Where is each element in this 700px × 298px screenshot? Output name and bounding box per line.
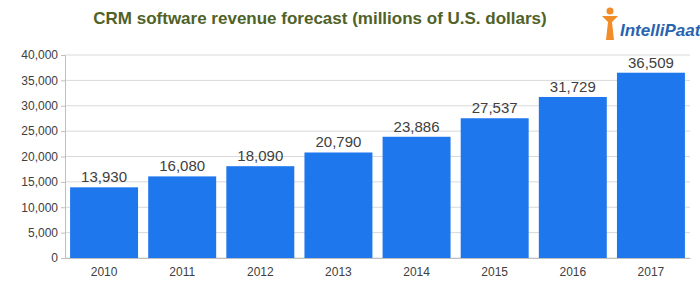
x-tick: 2011 [169, 258, 195, 279]
y-tick: 15,000 [21, 175, 65, 189]
y-axis-line [61, 56, 66, 259]
x-tick: 2017 [638, 258, 665, 279]
y-tick-label: 0 [51, 251, 58, 265]
y-tick-mark [61, 233, 65, 234]
data-label: 27,537 [472, 99, 518, 116]
x-axis: 2010 2011 2012 2013 2014 2015 2016 2017 [66, 258, 691, 279]
data-label: 23,886 [394, 118, 440, 135]
y-tick-mark [61, 157, 65, 158]
x-tick-label: 2011 [169, 265, 195, 279]
bars [70, 73, 685, 258]
y-tick: 25,000 [21, 124, 65, 138]
grid-line [65, 55, 690, 56]
bar [617, 73, 685, 258]
y-tick: 40,000 [21, 48, 65, 62]
bar [226, 166, 294, 258]
y-tick-label: 20,000 [21, 150, 58, 164]
y-tick-mark [61, 182, 65, 183]
x-tick-label: 2010 [91, 265, 118, 279]
y-tick: 5,000 [28, 226, 65, 240]
bar [304, 152, 372, 258]
x-tick-label: 2017 [638, 265, 665, 279]
data-label: 16,080 [159, 157, 205, 174]
y-axis: 0 5,000 10,000 15,000 20,000 25,000 30,000 35,0… [21, 48, 65, 265]
y-tick-mark [61, 131, 65, 132]
x-tick: 2013 [325, 258, 352, 279]
logo-icon [607, 8, 614, 15]
x-tick-label: 2015 [481, 265, 508, 279]
y-tick-label: 35,000 [21, 74, 58, 88]
bar [461, 118, 529, 258]
data-label: 31,729 [550, 78, 596, 95]
y-tick-mark [61, 80, 65, 81]
y-tick-label: 10,000 [21, 201, 58, 215]
x-tick: 2012 [247, 258, 274, 279]
data-labels: 13,930 16,080 18,090 20,790 23,886 27,537 31,7… [81, 54, 674, 186]
x-tick-label: 2012 [247, 265, 274, 279]
y-tick-mark [61, 207, 65, 208]
data-label: 18,090 [237, 147, 283, 164]
bar [70, 187, 138, 258]
y-tick: 10,000 [21, 201, 65, 215]
logo: IntelliPaat [602, 8, 700, 41]
logo-icon [602, 16, 618, 40]
y-tick-label: 15,000 [21, 175, 58, 189]
data-label: 13,930 [81, 168, 127, 185]
data-label: 20,790 [315, 133, 361, 150]
y-tick: 30,000 [21, 99, 65, 113]
grid [65, 55, 690, 258]
title: CRM software revenue forecast (millions … [93, 9, 546, 28]
plot: 0 5,000 10,000 15,000 20,000 25,000 30,000 35,0… [21, 48, 690, 278]
y-tick-label: 40,000 [21, 48, 58, 62]
grid-line [65, 80, 690, 81]
x-tick: 2014 [403, 258, 430, 279]
chart: CRM software revenue forecast (millions … [0, 0, 700, 298]
bar [539, 97, 607, 258]
bar [383, 137, 451, 258]
y-tick-label: 30,000 [21, 99, 58, 113]
x-tick-label: 2014 [403, 265, 430, 279]
x-tick: 2015 [481, 258, 508, 279]
y-tick: 0 [51, 251, 65, 265]
x-tick-label: 2016 [559, 265, 586, 279]
y-tick-label: 5,000 [28, 226, 58, 240]
x-tick: 2010 [91, 258, 118, 279]
x-tick-label: 2013 [325, 265, 352, 279]
y-tick: 20,000 [21, 150, 65, 164]
data-label: 36,509 [628, 54, 674, 71]
y-tick-mark [61, 55, 65, 56]
bar [148, 176, 216, 258]
y-tick-mark [61, 106, 65, 107]
y-tick-label: 25,000 [21, 124, 58, 138]
y-tick: 35,000 [21, 74, 65, 88]
y-tick-mark [61, 258, 65, 259]
annotation: IntelliPaat [620, 21, 700, 40]
x-axis-line [66, 258, 691, 259]
x-tick: 2016 [559, 258, 586, 279]
